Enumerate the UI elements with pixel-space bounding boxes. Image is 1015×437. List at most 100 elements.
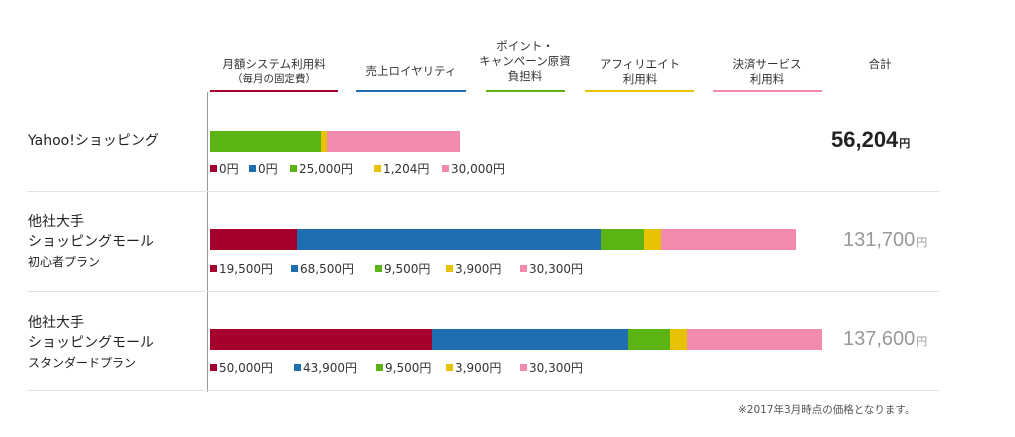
value-label-text: 3,900円 xyxy=(455,361,502,375)
row-label-yahoo-name: Yahoo!ショッピング xyxy=(28,133,159,149)
value-label: 30,300円 xyxy=(520,359,583,376)
value-label-text: 68,500円 xyxy=(300,262,354,276)
bar-segment xyxy=(210,131,322,152)
header-system-fee-sub: （毎月の固定費） xyxy=(232,73,316,85)
value-label: 3,900円 xyxy=(446,359,501,376)
bar-segment xyxy=(643,229,661,250)
header-system-fee: 月額システム利用料 （毎月の固定費） xyxy=(210,57,338,87)
value-label-text: 3,900円 xyxy=(455,262,502,276)
bar-segment xyxy=(326,131,460,152)
total-yahoo-value: 56,204 xyxy=(831,127,899,152)
row-label-beginner-name2: ショッピングモール xyxy=(28,234,154,250)
value-label: 0円 xyxy=(249,160,278,177)
legend-swatch xyxy=(249,165,256,172)
legend-swatch xyxy=(210,165,217,172)
value-label-text: 1,204円 xyxy=(383,162,430,176)
value-label-text: 30,300円 xyxy=(529,361,583,375)
header-system-fee-label: 月額システム利用料 xyxy=(222,57,326,71)
value-label: 3,900円 xyxy=(446,260,501,277)
bar-segment xyxy=(627,329,670,350)
row-divider xyxy=(27,291,940,292)
value-label: 50,000円 xyxy=(210,359,273,376)
row-label-beginner-plan: 初心者プラン xyxy=(28,255,101,269)
value-label: 43,900円 xyxy=(294,359,357,376)
value-label: 0円 xyxy=(210,160,239,177)
value-label-text: 25,000円 xyxy=(299,162,353,176)
value-label-text: 43,900円 xyxy=(303,361,357,375)
legend-swatch xyxy=(290,165,297,172)
legend-swatch xyxy=(520,364,527,371)
legend-swatch xyxy=(376,364,383,371)
legend-swatch xyxy=(375,265,382,272)
value-label: 30,000円 xyxy=(442,160,505,177)
total-standard-value: 137,600 xyxy=(843,328,916,350)
header-point-label: ポイント・ xyxy=(496,39,554,53)
total-beginner: 131,700円 xyxy=(843,229,927,252)
value-label-text: 0円 xyxy=(258,162,278,176)
legend-swatch xyxy=(210,265,217,272)
header-payment-sub: 利用料 xyxy=(749,72,785,86)
value-label-text: 30,000円 xyxy=(451,162,505,176)
value-label: 9,500円 xyxy=(375,260,430,277)
header-affiliate-line xyxy=(585,90,694,92)
total-standard: 137,600円 xyxy=(843,328,927,351)
value-label-text: 0円 xyxy=(219,162,239,176)
value-label: 25,000円 xyxy=(290,160,353,177)
value-label-text: 50,000円 xyxy=(219,361,273,375)
header-royalty: 売上ロイヤリティ xyxy=(355,64,467,79)
header-point-line xyxy=(486,90,565,92)
row-divider xyxy=(27,191,940,192)
legend-swatch xyxy=(446,364,453,371)
header-royalty-label: 売上ロイヤリティ xyxy=(365,64,457,78)
value-label-text: 9,500円 xyxy=(384,262,431,276)
legend-swatch xyxy=(442,165,449,172)
value-label: 68,500円 xyxy=(291,260,354,277)
value-label-text: 9,500円 xyxy=(385,361,432,375)
bar-segment xyxy=(296,229,602,250)
legend-swatch xyxy=(446,265,453,272)
row-label-standard-name: 他社大手 xyxy=(28,315,84,331)
value-label: 1,204円 xyxy=(374,160,429,177)
row-label-yahoo: Yahoo!ショッピング xyxy=(28,131,159,151)
header-affiliate-label: アフィリエイト xyxy=(599,57,681,71)
value-label-text: 19,500円 xyxy=(219,262,273,276)
chart-axis xyxy=(207,92,208,392)
header-payment-line xyxy=(713,90,822,92)
value-label-text: 30,300円 xyxy=(529,262,583,276)
total-beginner-value: 131,700 xyxy=(843,229,916,251)
total-yahoo: 56,204円 xyxy=(831,127,910,153)
header-affiliate-sub: 利用料 xyxy=(622,72,658,86)
bar-segment xyxy=(660,229,796,250)
header-total-label: 合計 xyxy=(868,57,892,71)
row-label-standard-name2: ショッピングモール xyxy=(28,335,154,351)
total-yahoo-yen: 円 xyxy=(899,138,911,150)
legend-swatch xyxy=(291,265,298,272)
legend-swatch xyxy=(374,165,381,172)
header-point-sub: キャンペーン原資 xyxy=(479,54,571,68)
bar-segment xyxy=(210,329,433,350)
bar-segment xyxy=(687,329,822,350)
value-label: 30,300円 xyxy=(520,260,583,277)
total-beginner-yen: 円 xyxy=(916,237,928,249)
row-label-standard: 他社大手 ショッピングモール スタンダードプラン xyxy=(28,313,154,373)
legend-swatch xyxy=(210,364,217,371)
row-label-beginner: 他社大手 ショッピングモール 初心者プラン xyxy=(28,212,154,272)
footnote: ※2017年3月時点の価格となります。 xyxy=(738,404,916,416)
header-payment: 決済サービス 利用料 xyxy=(712,57,822,87)
bar-segment xyxy=(210,229,297,250)
value-label: 19,500円 xyxy=(210,260,273,277)
row-label-standard-plan: スタンダードプラン xyxy=(28,356,137,370)
legend-swatch xyxy=(294,364,301,371)
bar-segment xyxy=(432,329,628,350)
header-payment-label: 決済サービス xyxy=(732,57,802,71)
header-royalty-line xyxy=(356,90,466,92)
value-label: 9,500円 xyxy=(376,359,431,376)
bar-segment xyxy=(321,131,327,152)
bar-segment xyxy=(601,229,644,250)
row-divider xyxy=(27,390,940,391)
legend-swatch xyxy=(520,265,527,272)
header-point-sub2: 負担料 xyxy=(507,69,543,83)
header-affiliate: アフィリエイト 利用料 xyxy=(585,57,695,87)
header-point: ポイント・ キャンペーン原資 負担料 xyxy=(470,39,580,84)
total-standard-yen: 円 xyxy=(916,336,928,348)
